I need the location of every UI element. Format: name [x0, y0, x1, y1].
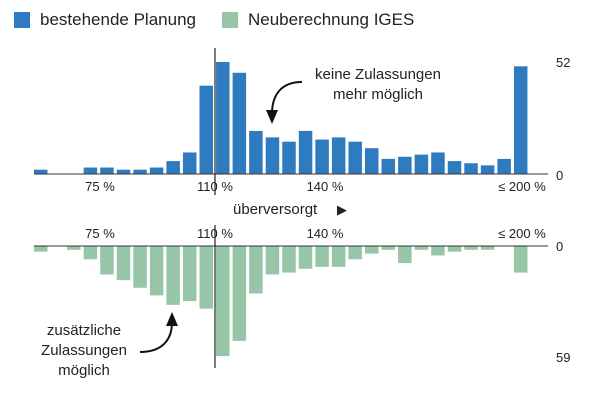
legend-swatch-blue	[14, 12, 30, 28]
bottom-bar-9	[182, 246, 197, 302]
top-bar-24	[431, 152, 445, 174]
bottom-bar-29	[513, 246, 528, 273]
bottom-bar-0	[34, 246, 48, 252]
top-bar-10	[199, 85, 213, 174]
legend-label-neuberechnung-iges: Neuberechnung IGES	[247, 10, 415, 29]
top-bar-7	[149, 167, 164, 174]
bottom-bar-7	[149, 246, 164, 296]
top-bar-0	[34, 169, 48, 174]
bottom-bar-18	[331, 246, 346, 267]
bottom-bar-3	[83, 246, 98, 260]
legend-item-neuberechnung-iges: Neuberechnung IGES	[221, 10, 415, 30]
bottom-bar-26	[464, 246, 478, 250]
top-bar-28	[497, 158, 511, 174]
bottom-bar-2	[67, 246, 81, 250]
top-y-tick-max: 52	[556, 55, 570, 70]
bottom-bar-23	[414, 246, 429, 250]
top-bar-3	[83, 167, 98, 174]
top-bar-17	[315, 139, 329, 174]
bottom-y-tick-zero: 0	[556, 239, 563, 254]
top-bar-27	[480, 165, 495, 174]
top-bar-15	[282, 141, 296, 174]
bottom-bar-6	[133, 246, 147, 288]
bottom-annotation-line-2: möglich	[58, 362, 110, 379]
bottom-bar-22	[398, 246, 412, 264]
top-x-tick-label-3: ≤ 200 %	[498, 179, 546, 194]
legend-swatch-green	[221, 12, 238, 28]
divider-arrow-icon: ▶	[337, 202, 347, 217]
top-bar-25	[447, 161, 462, 174]
top-x-tick-label-2: 140 %	[307, 179, 344, 194]
bottom-bar-4	[100, 246, 114, 275]
bottom-bar-16	[298, 246, 313, 269]
bottom-bar-8	[166, 246, 180, 305]
top-bar-4	[100, 167, 114, 174]
top-bar-13	[249, 130, 263, 174]
top-annotation-arrow-line	[271, 81, 303, 115]
bottom-y-tick-max: 59	[556, 350, 570, 365]
bottom-bar-11	[216, 246, 230, 357]
bottom-bar-5	[116, 246, 131, 281]
top-bar-14	[265, 137, 280, 174]
bottom-bar-12	[232, 246, 247, 341]
bottom-annotation-arrowhead-icon	[166, 312, 178, 326]
top-bar-6	[133, 169, 147, 174]
top-x-tick-label-0: 75 %	[85, 179, 115, 194]
bottom-bar-17	[315, 246, 329, 267]
top-annotation-line-1: mehr möglich	[333, 86, 423, 103]
top-bar-9	[182, 152, 197, 174]
top-x-tick-label-1: 110 %	[197, 179, 233, 194]
top-bar-8	[166, 161, 180, 174]
top-y-tick-zero: 0	[556, 168, 563, 183]
top-bar-29	[513, 66, 528, 174]
bottom-bar-20	[365, 246, 379, 254]
bottom-x-tick-label-1: 110 %	[197, 226, 233, 241]
bottom-bar-13	[249, 246, 263, 294]
bottom-bar-15	[282, 246, 296, 273]
top-bar-20	[365, 148, 379, 174]
bottom-x-tick-label-2: 140 %	[307, 226, 344, 241]
top-bar-26	[464, 163, 478, 174]
bottom-x-tick-label-0: 75 %	[85, 226, 115, 241]
legend-label-bestehende-planung: bestehende Planung	[40, 10, 196, 29]
bottom-annotation-arrow-line	[139, 321, 173, 353]
bottom-bar-19	[348, 246, 362, 260]
top-bar-23	[414, 154, 429, 174]
top-annotation-arrowhead-icon	[266, 110, 278, 124]
divider-label: überversorgt	[233, 201, 318, 218]
bottom-annotation-line-0: zusätzliche	[47, 322, 121, 339]
top-bar-21	[381, 158, 396, 174]
bottom-bar-14	[265, 246, 280, 275]
bottom-bar-25	[447, 246, 462, 252]
bottom-annotation-line-1: Zulassungen	[41, 342, 127, 359]
bottom-bar-10	[199, 246, 213, 309]
top-bar-11	[216, 62, 230, 174]
bottom-bar-21	[381, 246, 396, 250]
top-bar-18	[331, 137, 346, 174]
top-bar-12	[232, 72, 247, 174]
legend: bestehende Planung Neuberechnung IGES	[14, 10, 440, 30]
legend-item-bestehende-planung: bestehende Planung	[14, 10, 196, 30]
top-annotation-line-0: keine Zulassungen	[315, 66, 441, 83]
top-bar-16	[298, 130, 313, 174]
top-bar-5	[116, 169, 131, 174]
top-bar-22	[398, 156, 412, 174]
bottom-bar-27	[480, 246, 495, 250]
top-bar-19	[348, 141, 362, 174]
bottom-x-tick-label-3: ≤ 200 %	[498, 226, 546, 241]
bottom-bar-24	[431, 246, 445, 256]
